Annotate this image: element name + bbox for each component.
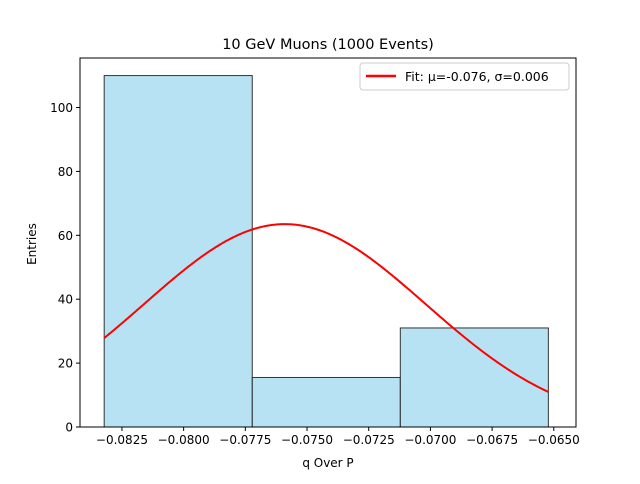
y-tick-label: 20 (58, 357, 73, 371)
y-tick-label: 0 (65, 421, 73, 435)
y-tick-label: 60 (58, 229, 73, 243)
x-tick-label: −0.0800 (158, 433, 210, 447)
legend-box (359, 62, 570, 91)
x-tick-label: −0.0775 (219, 433, 271, 447)
x-tick-label: −0.0700 (404, 433, 456, 447)
y-axis: 0 20 40 60 80 100 (50, 101, 80, 435)
x-tick-label: −0.0825 (96, 433, 148, 447)
x-tick-label: −0.0650 (528, 433, 580, 447)
histogram-bar-1 (103, 75, 253, 428)
plot-frame (79, 57, 577, 428)
fit-curve (103, 223, 549, 393)
histogram-bar-2 (251, 376, 401, 428)
y-tick-label: 80 (58, 165, 73, 179)
x-axis: −0.0825 −0.0800 −0.0775 −0.0750 −0.0725 −0.07… (96, 427, 580, 447)
legend-fit-label: Fit: μ=-0.076, σ=0.006 (405, 69, 549, 84)
y-axis-label: Entries (25, 223, 39, 265)
x-tick-label: −0.0725 (343, 433, 395, 447)
fit-layer (103, 223, 549, 393)
chart-title: 10 GeV Muons (1000 Events) (222, 37, 434, 53)
y-tick-label: 100 (50, 101, 73, 115)
y-tick-label: 40 (58, 293, 73, 307)
histogram-bar-3 (399, 327, 549, 428)
legend: Fit: μ=-0.076, σ=0.006 (359, 62, 570, 91)
x-tick-label: −0.0675 (466, 433, 518, 447)
x-tick-label: −0.0750 (281, 433, 333, 447)
x-axis-label: q Over P (302, 456, 353, 470)
